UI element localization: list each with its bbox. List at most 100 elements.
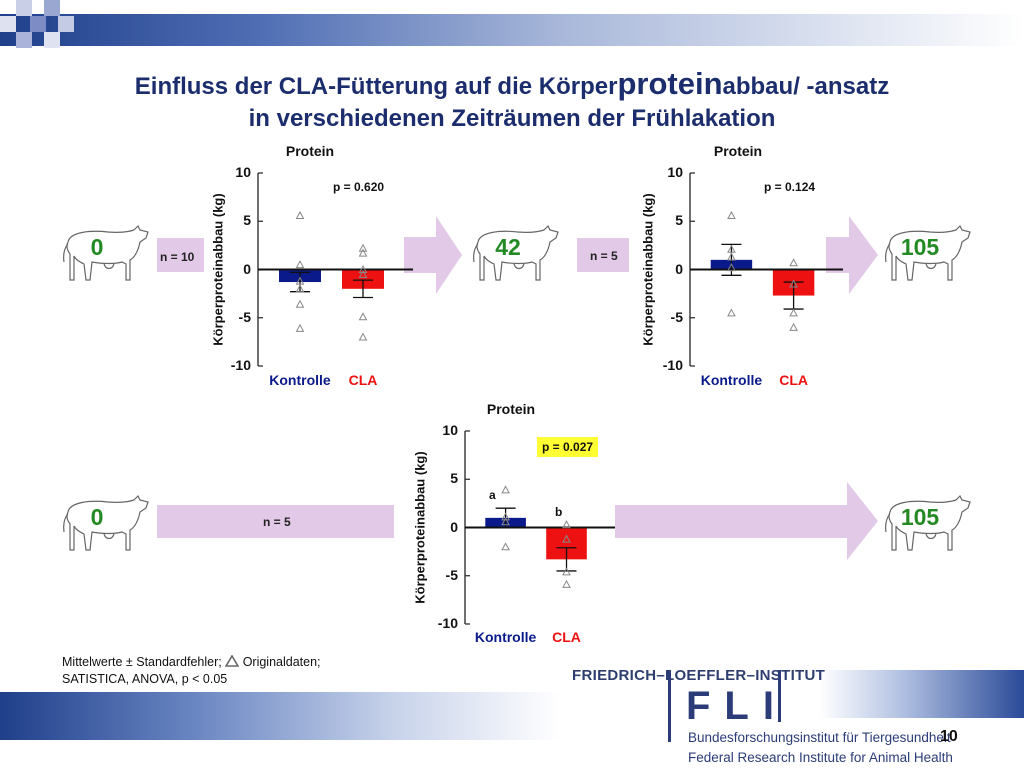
raw-data-point — [789, 308, 798, 317]
raw-data-point — [727, 308, 736, 317]
chart-plot — [689, 172, 843, 367]
institute-heading: FRIEDRICH–LOEFFLER–INSTITUT — [572, 667, 826, 684]
raw-data-point — [727, 252, 736, 261]
arrow-body — [157, 505, 394, 538]
raw-data-point — [295, 299, 305, 308]
raw-data-point — [501, 517, 510, 526]
bottom-gradient-bar-right — [820, 670, 1024, 718]
chart-plot — [464, 430, 615, 625]
title-line2: in verschiedenen Zeiträumen der Frühlaka… — [248, 105, 776, 132]
x-category-label: CLA — [348, 372, 378, 388]
raw-data-point — [358, 312, 368, 321]
arrow-head — [826, 216, 878, 294]
decor-square — [58, 16, 74, 32]
decor-square — [44, 32, 60, 48]
raw-data-point — [562, 567, 571, 576]
raw-data-point — [358, 243, 368, 252]
raw-data-point — [358, 269, 368, 278]
cow-icon — [470, 220, 562, 295]
raw-data-point — [295, 276, 305, 285]
raw-data-point — [501, 542, 510, 551]
raw-data-point — [727, 244, 736, 253]
raw-data-point — [295, 210, 305, 219]
p-value-label: p = 0.124 — [764, 180, 816, 194]
p-value-label: p = 0.620 — [333, 180, 385, 194]
y-tick-label: 5 — [243, 212, 251, 229]
decor-square — [30, 16, 46, 32]
chart-title: Protein — [713, 143, 763, 159]
y-tick-label: 5 — [450, 470, 458, 487]
raw-data-point — [295, 323, 305, 332]
decor-square — [16, 0, 32, 16]
institute-name-de: Bundesforschungsinstitut für Tiergesundh… — [688, 730, 951, 745]
cow-icon — [882, 220, 974, 295]
raw-data-point — [789, 258, 798, 267]
cow-day-label: 105 — [900, 234, 940, 260]
y-tick-label: -10 — [662, 357, 683, 373]
arrow-body — [157, 238, 204, 272]
cow-day-label: 42 — [495, 234, 521, 260]
footnote-line1b: Originaldaten; — [242, 655, 321, 669]
y-tick-label: 10 — [235, 164, 251, 180]
arrow-long — [615, 482, 878, 560]
title-part1: Einfluss der CLA-Fütterung auf die Körpe… — [134, 73, 618, 100]
arrow-head — [404, 216, 462, 294]
significance-letter: a — [489, 488, 496, 502]
raw-data-point — [562, 534, 571, 543]
cow-icon — [60, 490, 152, 565]
y-tick-label: -5 — [670, 308, 683, 325]
x-category-label: CLA — [779, 372, 808, 388]
decor-square — [44, 0, 60, 16]
bar-cla — [342, 269, 384, 289]
footnote: Mittelwerte ± Standardfehler; Originalda… — [62, 654, 321, 688]
n-label: n = 5 — [590, 249, 618, 263]
y-tick-label: 10 — [442, 422, 458, 438]
y-tick-label: 5 — [675, 212, 683, 229]
raw-data-point — [295, 284, 305, 293]
page-number: 10 — [940, 728, 958, 745]
raw-data-point — [358, 248, 368, 257]
raw-data-point — [789, 279, 798, 288]
y-tick-label: 0 — [450, 518, 458, 535]
raw-data-point — [358, 332, 368, 341]
raw-data-point — [358, 264, 368, 273]
significance-letter: b — [555, 505, 563, 519]
raw-data-point — [727, 210, 736, 219]
y-tick-label: 0 — [243, 260, 251, 277]
x-category-label: CLA — [552, 629, 581, 645]
y-tick-label: -5 — [238, 308, 251, 325]
y-tick-label: 0 — [675, 260, 683, 277]
raw-data-point — [562, 579, 571, 588]
y-tick-label: 10 — [667, 164, 683, 180]
raw-data-point — [789, 322, 798, 331]
raw-data-point — [501, 512, 510, 521]
chart-title: Protein — [285, 143, 335, 159]
top-gradient-bar — [0, 14, 1024, 46]
arrow-body — [577, 238, 629, 272]
chart-plot — [257, 172, 413, 367]
cow-day-label: 105 — [900, 504, 940, 530]
fli-logo: FLI — [686, 684, 788, 728]
triangle-icon — [224, 654, 240, 667]
raw-data-point — [562, 520, 571, 529]
institute-name-en: Federal Research Institute for Animal He… — [688, 750, 953, 765]
y-axis-label: Körperproteinabbau (kg) — [412, 450, 428, 604]
slide-title: Einfluss der CLA-Fütterung auf die Körpe… — [40, 68, 984, 135]
y-tick-label: -10 — [437, 615, 458, 631]
title-part2: protein — [617, 66, 723, 101]
cow-icon — [60, 220, 152, 295]
cow-day-label: 0 — [90, 234, 104, 260]
n-label: n = 10 — [160, 250, 195, 264]
y-tick-label: -5 — [445, 566, 458, 583]
footnote-line1a: Mittelwerte ± Standardfehler; — [62, 655, 222, 669]
decor-square — [16, 32, 32, 48]
chart-title: Protein — [486, 401, 536, 417]
logo-divider — [778, 670, 781, 722]
y-tick-label: -10 — [230, 357, 251, 373]
x-category-label: Kontrolle — [700, 372, 763, 388]
n-label: n = 5 — [263, 515, 291, 529]
raw-data-point — [295, 260, 305, 269]
bottom-gradient-bar — [0, 692, 560, 740]
error-bar — [556, 547, 577, 572]
cow-icon — [882, 490, 974, 565]
